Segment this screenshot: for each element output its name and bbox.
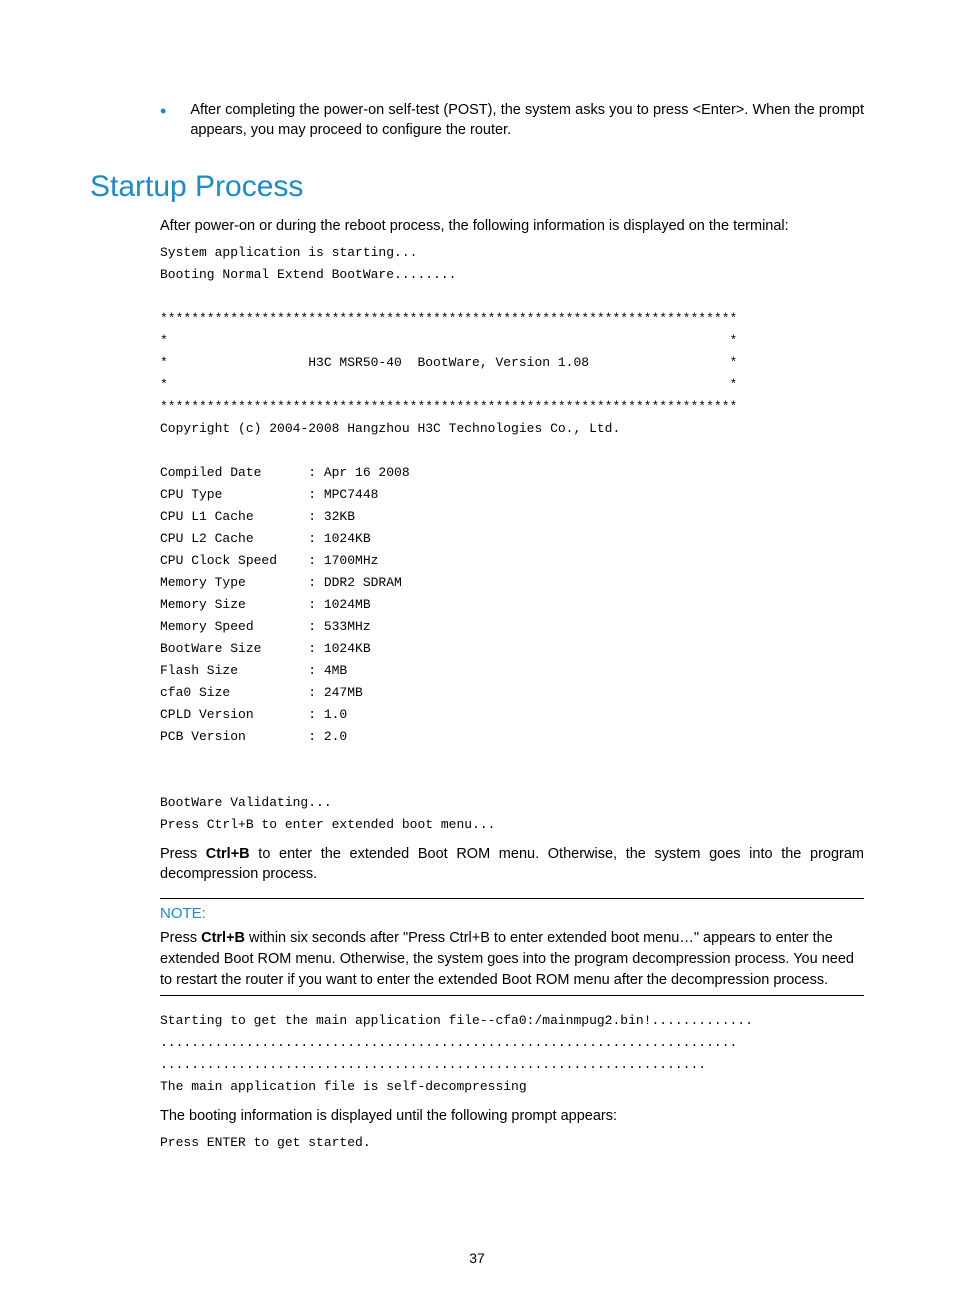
note-pre: Press	[160, 930, 201, 946]
press-key: Ctrl+B	[206, 846, 250, 862]
page: • After completing the power-on self-tes…	[0, 0, 954, 1296]
note-label: NOTE:	[160, 905, 864, 922]
bullet-text: After completing the power-on self-test …	[190, 100, 864, 140]
note-block: NOTE: Press Ctrl+B within six seconds af…	[160, 898, 864, 996]
bullet-item: • After completing the power-on self-tes…	[160, 100, 864, 140]
page-number: 37	[0, 1250, 954, 1266]
note-key: Ctrl+B	[201, 930, 245, 946]
heading-startup-process: Startup Process	[90, 170, 864, 204]
press-pre: Press	[160, 846, 206, 862]
intro-paragraph: After power-on or during the reboot proc…	[160, 216, 864, 236]
bullet-list: • After completing the power-on self-tes…	[160, 100, 864, 140]
note-post: within six seconds after "Press Ctrl+B t…	[160, 930, 854, 988]
press-post: to enter the extended Boot ROM menu. Oth…	[160, 846, 864, 882]
bullet-dot-icon: •	[160, 100, 166, 122]
terminal-output-1: System application is starting... Bootin…	[160, 242, 864, 836]
press-ctrl-b-paragraph: Press Ctrl+B to enter the extended Boot …	[160, 844, 864, 884]
terminal-output-3: Press ENTER to get started.	[160, 1132, 864, 1154]
booting-info-paragraph: The booting information is displayed unt…	[160, 1106, 864, 1126]
note-text: Press Ctrl+B within six seconds after "P…	[160, 928, 864, 991]
terminal-output-2: Starting to get the main application fil…	[160, 1010, 864, 1098]
